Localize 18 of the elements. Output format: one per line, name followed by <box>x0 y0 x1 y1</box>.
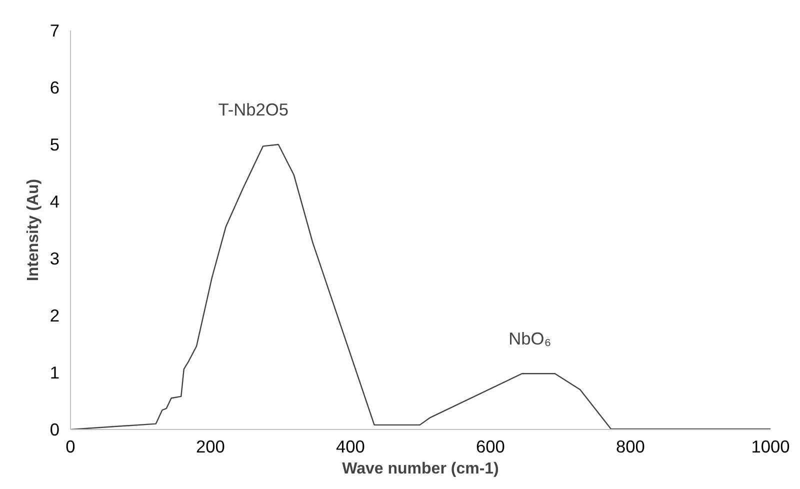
y-tick-label: 6 <box>50 78 60 98</box>
x-tick-label: 0 <box>66 436 76 456</box>
x-tick-label: 800 <box>616 436 645 456</box>
y-tick-label: 7 <box>50 20 60 40</box>
y-tick-label: 1 <box>50 362 60 382</box>
x-tick-label: 1000 <box>751 436 790 456</box>
x-tick-label: 600 <box>476 436 505 456</box>
y-tick-label: 2 <box>50 306 60 326</box>
y-axis-title: Intensity (Au) <box>24 178 42 282</box>
x-tick-label: 200 <box>196 436 225 456</box>
y-tick-label: 4 <box>50 192 60 212</box>
annotation: NbO₆ <box>508 328 552 349</box>
y-tick-label: 0 <box>50 420 60 440</box>
x-tick-label: 400 <box>336 436 365 456</box>
annotation: T-Nb2O5 <box>218 100 289 120</box>
y-tick-label: 3 <box>50 248 60 268</box>
x-axis-title: Wave number (cm-1) <box>342 460 499 478</box>
y-tick-label: 5 <box>50 134 60 154</box>
